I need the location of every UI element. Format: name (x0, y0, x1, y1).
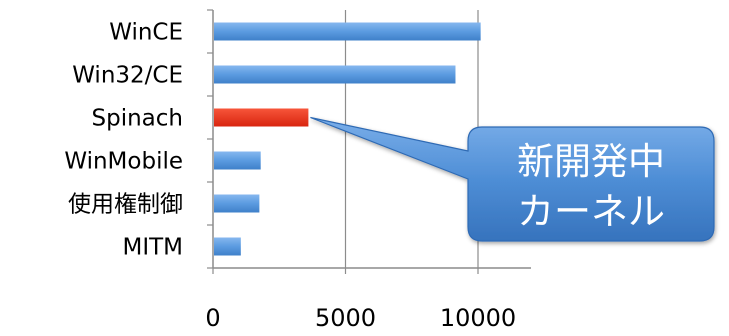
category-label-2: Spinach (92, 106, 183, 132)
category-label-4: 使用権制御 (68, 192, 183, 218)
callout-text-line-0: 新開発中 (517, 140, 665, 183)
bar-2 (214, 108, 309, 127)
x-tick-labels: 0 5000 10000 (205, 304, 516, 332)
category-label-5: MITM (122, 235, 183, 261)
x-tick-label-1: 5000 (315, 304, 376, 332)
bar-3 (214, 151, 261, 170)
category-label-1: Win32/CE (72, 63, 183, 89)
bar-4 (214, 194, 260, 213)
category-label-3: WinMobile (64, 149, 183, 175)
bar-1 (214, 65, 456, 84)
bar-0 (214, 22, 481, 41)
category-label-0: WinCE (109, 20, 183, 46)
axes (207, 9, 531, 274)
callout-text-line-1: カーネル (517, 190, 665, 233)
bars (214, 22, 481, 256)
callout-balloon (310, 116, 715, 242)
bar-5 (214, 237, 241, 256)
x-tick-label-2: 10000 (440, 304, 516, 332)
category-labels: WinCE Win32/CE Spinach WinMobile 使用権制御 MITM (64, 20, 183, 261)
x-tick-label-0: 0 (205, 304, 220, 332)
